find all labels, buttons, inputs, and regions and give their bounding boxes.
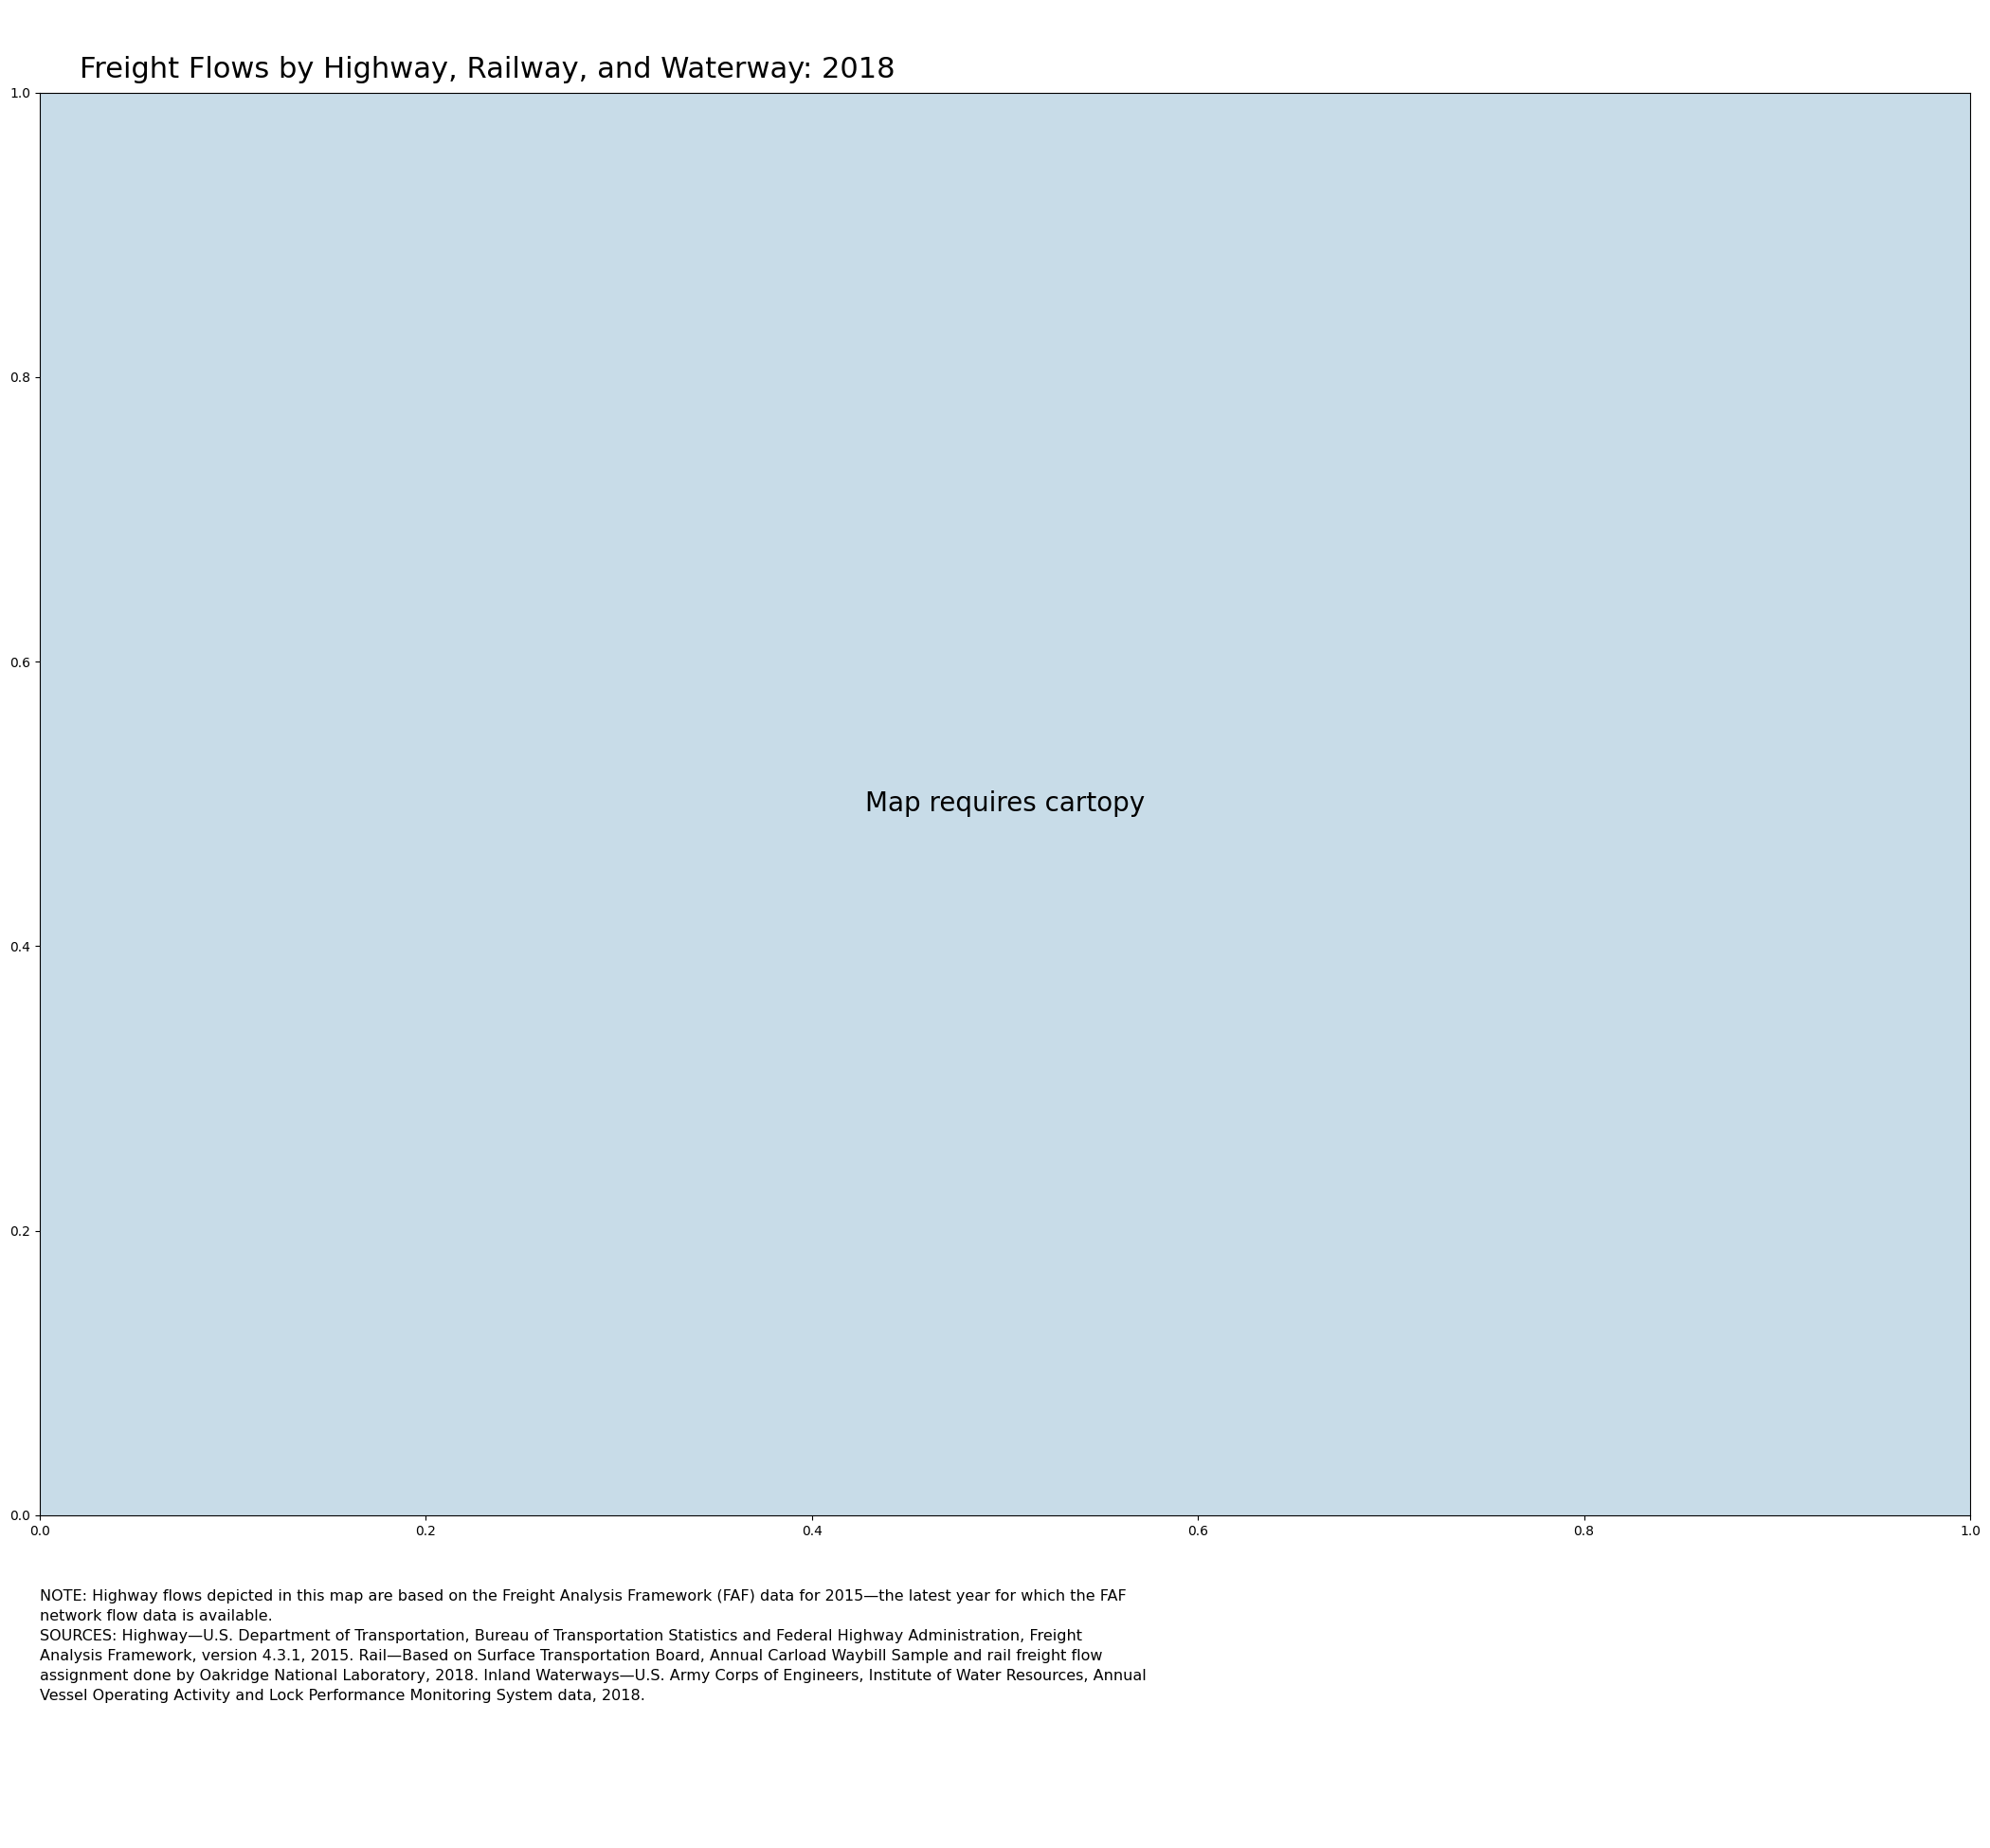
Text: Freight Flows by Highway, Railway, and Waterway: 2018: Freight Flows by Highway, Railway, and W… <box>80 55 896 83</box>
Text: NOTE: Highway flows depicted in this map are based on the Freight Analysis Frame: NOTE: Highway flows depicted in this map… <box>40 1589 1146 1704</box>
Text: Map requires cartopy: Map requires cartopy <box>866 791 1144 817</box>
